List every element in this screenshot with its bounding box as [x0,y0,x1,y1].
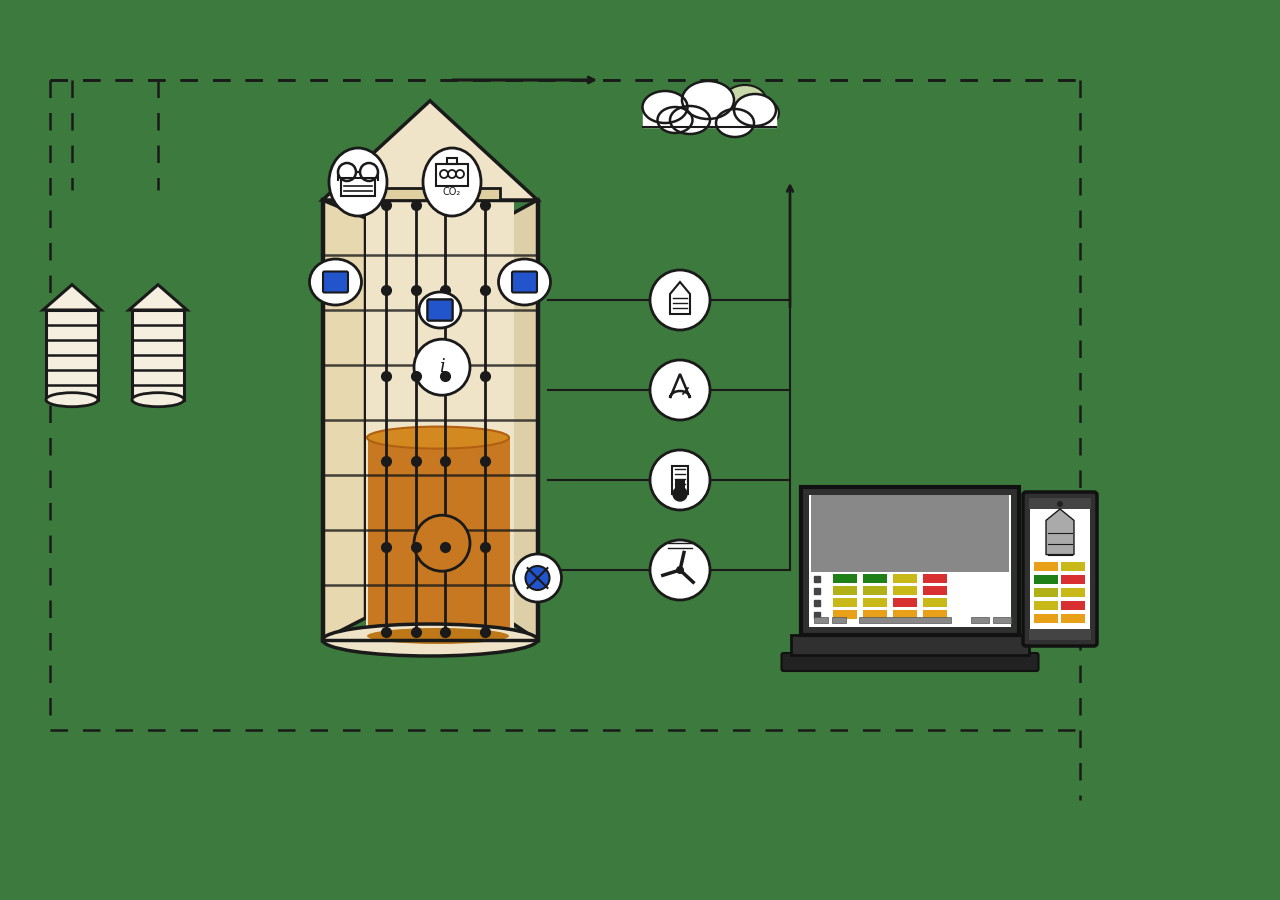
Bar [923,574,947,583]
Bar [1061,601,1085,610]
Ellipse shape [329,148,387,216]
Bar [923,610,947,619]
Text: CO₂: CO₂ [443,187,461,197]
Ellipse shape [419,292,461,328]
FancyBboxPatch shape [428,300,453,320]
Bar [833,586,858,595]
Bar [863,586,887,595]
Bar [863,574,887,583]
Bar [833,574,858,583]
Bar [366,200,513,640]
Polygon shape [44,284,101,310]
Ellipse shape [733,94,776,126]
Ellipse shape [716,103,754,131]
Bar [1029,498,1091,509]
Bar [323,200,538,640]
Polygon shape [323,200,366,640]
Ellipse shape [132,392,184,407]
Bar [1034,614,1059,623]
Circle shape [1057,501,1062,507]
Bar [675,480,685,492]
Ellipse shape [643,91,687,123]
Bar [791,635,1029,655]
FancyBboxPatch shape [1023,492,1097,646]
Bar [833,598,858,607]
Text: i: i [439,358,445,376]
Ellipse shape [310,259,361,305]
Ellipse shape [682,81,733,119]
Polygon shape [504,200,538,640]
Bar [447,158,457,164]
Ellipse shape [724,85,765,115]
Bar [893,598,916,607]
Bar [859,617,951,623]
Circle shape [650,540,710,600]
Ellipse shape [367,628,509,644]
Bar [893,610,916,619]
Polygon shape [643,111,776,127]
FancyBboxPatch shape [801,487,1019,635]
Bar [1061,562,1085,571]
Bar [863,610,887,619]
Bar [672,466,689,494]
Ellipse shape [367,427,509,448]
Ellipse shape [422,148,481,216]
Bar [367,437,509,636]
Ellipse shape [716,109,754,137]
Circle shape [413,515,470,572]
Ellipse shape [498,259,550,305]
Circle shape [650,450,710,510]
Bar [809,495,1011,627]
Bar [972,617,989,623]
Ellipse shape [658,107,692,133]
FancyBboxPatch shape [782,653,1038,671]
Ellipse shape [669,106,710,134]
FancyBboxPatch shape [512,272,538,292]
Polygon shape [323,101,538,200]
Circle shape [676,566,684,574]
Bar [46,310,99,400]
Bar [833,610,858,619]
Bar [863,598,887,607]
Bar [1030,509,1091,629]
Ellipse shape [46,392,99,407]
Polygon shape [370,188,499,200]
Polygon shape [129,284,187,310]
Bar [1034,588,1059,597]
Bar [832,617,846,623]
Bar [923,598,947,607]
Bar [1061,614,1085,623]
Circle shape [650,270,710,330]
Bar [993,617,1011,623]
FancyBboxPatch shape [323,272,348,292]
Circle shape [526,566,549,590]
Bar [1061,575,1085,584]
Bar [132,310,184,400]
Circle shape [673,487,687,501]
Circle shape [413,339,470,395]
Bar [1061,588,1085,597]
Bar [340,178,375,196]
Bar [1034,562,1059,571]
Bar [436,164,468,186]
Bar [893,574,916,583]
Bar [812,495,1009,572]
Polygon shape [1046,509,1074,554]
Circle shape [650,360,710,420]
Bar [1034,601,1059,610]
Bar [923,586,947,595]
Bar [1034,575,1059,584]
Bar [893,586,916,595]
Ellipse shape [513,554,562,602]
Bar [1029,629,1091,640]
FancyBboxPatch shape [428,300,453,320]
Ellipse shape [741,99,780,127]
Bar [814,617,828,623]
Ellipse shape [323,624,538,656]
